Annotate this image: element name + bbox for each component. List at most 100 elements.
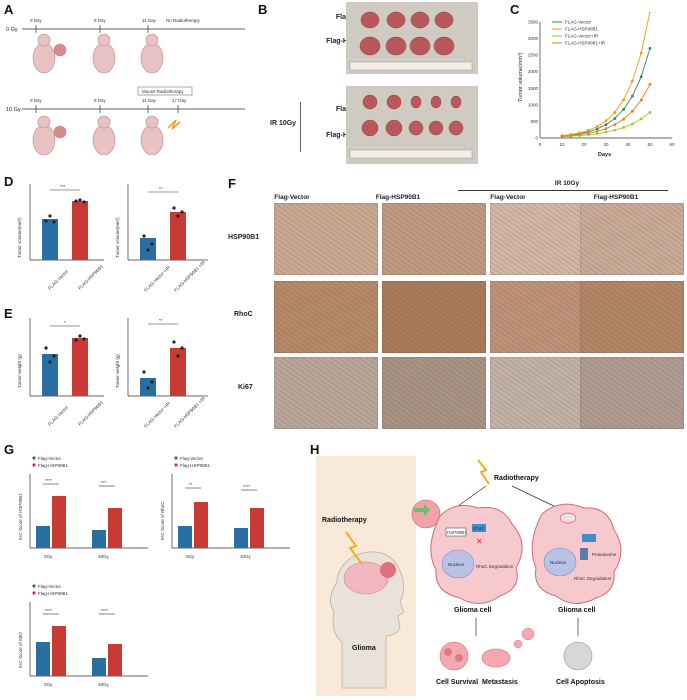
- ihc-tissue-image: [580, 357, 684, 429]
- panel-f-ihc: IR 10Gy Flag-Vector Flag-HSP90B1 Flag-Ve…: [234, 176, 684, 434]
- h-nucleus-right: Nucleus: [550, 560, 567, 565]
- ihc-tissue-image: [274, 203, 378, 275]
- a-row2-day11: 11 Day: [142, 98, 157, 103]
- e-right-cat-vector: FLAG-Vector +IR: [143, 400, 171, 428]
- a-row1-day11: 11 Day: [142, 18, 157, 23]
- c-data-point: [631, 94, 634, 98]
- c-data-point: [639, 98, 643, 102]
- e-right-ylabel: Tumor weight (g): [115, 354, 120, 388]
- g3-sig-1: ****: [101, 608, 108, 613]
- e-left-bar-hsp: [72, 338, 88, 396]
- h-outcome-apoptosis: Cell Apoptosis: [556, 679, 605, 686]
- g1-sig-1: ***: [101, 480, 107, 485]
- ihc-tissue-image: [580, 281, 684, 353]
- panel-letter-b: B: [258, 2, 268, 17]
- lightning-bolt-icon: [477, 459, 490, 485]
- c-legend-label: FLAG-Vector: [565, 20, 592, 25]
- glioma-cell-left-icon: [430, 504, 523, 604]
- g-legend-hsp: Flag-HSP90B1: [38, 463, 69, 468]
- g1-ylabel: IHC Score of HSP90B1: [18, 493, 23, 540]
- f-col-vector-ir: Flag-Vector: [490, 194, 526, 201]
- a-row2-day17: 17 Day: [172, 98, 187, 103]
- c-series-line: [561, 48, 651, 137]
- h-glioma-label: Glioma: [352, 645, 376, 652]
- c-ytick-label: 500: [530, 119, 538, 124]
- c-xtick-label: 10: [559, 142, 565, 147]
- e-right-cat-hsp: FLAG-HSP90B1 +IR: [173, 395, 206, 428]
- ihc-tissue-image: [382, 357, 486, 429]
- a-row2-note: Mouse Radiotherapy: [142, 89, 184, 94]
- b-tumor-photos: [346, 2, 478, 164]
- f-ir-header: IR 10Gy: [554, 180, 580, 187]
- e-left-cat-hsp: FLAG-HSP90B1: [77, 399, 104, 426]
- ihc-tissue-image: [490, 203, 594, 275]
- arrow-right-icon: [414, 504, 430, 516]
- c-ytick-label: 2000: [528, 69, 539, 74]
- ihc-tissue-image: [490, 281, 594, 353]
- c-xtick-label: 50: [647, 142, 653, 147]
- g-legend-vector: Flag-Vector: [38, 456, 62, 461]
- c-data-point: [639, 51, 643, 55]
- c-data-point: [648, 82, 652, 86]
- panel-h-mechanism: Radiotherapy Glioma Radiotherapy Nucleus…: [316, 456, 622, 696]
- c-data-point: [560, 134, 564, 138]
- e-left-sig: *: [64, 320, 66, 325]
- c-xtick-label: 60: [669, 142, 675, 147]
- g1-sig-0: ****: [45, 478, 52, 483]
- c-data-point: [595, 129, 599, 133]
- panel-letter-f: F: [228, 176, 236, 191]
- panel-letter-h: H: [310, 442, 320, 457]
- mouse-icon: [140, 115, 164, 156]
- c-xtick-label: 40: [625, 142, 631, 147]
- g3-ylabel: IHC Score of Ki67: [18, 631, 23, 668]
- a-row2-day0: 0 Day: [30, 98, 43, 103]
- ihc-tissue-image: [490, 357, 594, 429]
- c-ytick-label: 3000: [528, 36, 539, 41]
- c-data-point: [613, 111, 617, 114]
- c-ytick-label: 0: [535, 136, 538, 141]
- d-right-cat-vector: FLAG-Vector +IR: [143, 264, 171, 292]
- nucleus-left-icon: [441, 549, 475, 579]
- c-data-point: [613, 117, 617, 120]
- c-data-point: [622, 107, 625, 111]
- d-left-cat-hsp: FLAG-HSP90B1: [77, 263, 104, 290]
- c-data-point: [604, 127, 608, 130]
- proteasome-icon: [580, 548, 588, 560]
- c-xtick-label: 20: [581, 142, 587, 147]
- a-row1-day9: 9 Day: [94, 18, 107, 23]
- lightning-bolt-icon: [345, 531, 363, 565]
- panel-d-right: Tumor volume(mm³) ** FLAG-Vector +IR FLA…: [115, 184, 208, 293]
- block-cross-icon: ✕: [476, 537, 483, 546]
- panel-e-right: Tumor weight (g) ** FLAG-Vector +IR FLAG…: [115, 318, 208, 429]
- svg-text:Flag-HSP90B1: Flag-HSP90B1: [38, 591, 69, 596]
- h-radiotherapy-top: Radiotherapy: [494, 475, 539, 482]
- a-row2-dose: 10 Gy: [6, 107, 21, 113]
- c-legend-label: FLAG-Vector+IR: [565, 34, 599, 39]
- h-nucleus-left: Nucleus: [448, 562, 465, 567]
- mouse-icon: [140, 33, 164, 74]
- c-data-point: [578, 133, 581, 137]
- d-right-ylabel: Tumor volume(mm³): [115, 217, 120, 258]
- c-data-point: [587, 131, 590, 135]
- e-left-cat-vector: FLAG-Vector: [47, 404, 69, 426]
- b-ir-bracket: [300, 102, 301, 152]
- svg-text:Flag-Vector: Flag-Vector: [180, 456, 204, 461]
- h-rhoc-label: RhoC: [473, 526, 485, 531]
- panel-letter-c: C: [510, 2, 520, 17]
- rhoc-protein-right-icon: [582, 534, 596, 542]
- panel-e-left: Tumor weight (g) * FLAG-Vector FLAG-HSP9…: [17, 318, 104, 427]
- h-proteasome: Proteasome: [592, 552, 617, 557]
- ihc-tissue-image: [580, 203, 684, 275]
- g3-cat-1: 10Gy: [98, 682, 110, 687]
- c-data-point: [639, 117, 643, 121]
- panel-letter-e: E: [4, 306, 13, 321]
- d-right-bar-hsp: [170, 212, 186, 260]
- c-data-point: [569, 134, 573, 138]
- c-data-point: [595, 132, 599, 136]
- panel-g-rhoc: Flag-Vector Flag-HSP90B1 IHC Score of Rh…: [160, 456, 290, 559]
- panel-letter-g: G: [4, 442, 15, 457]
- glioma-cell-right-icon: [531, 503, 622, 604]
- panel-a-timeline: 0 Gy 0 Day 9 Day 11 Day No Radiotherapy …: [6, 18, 245, 156]
- ihc-tissue-image: [382, 203, 486, 275]
- e-right-bar-hsp: [170, 348, 186, 396]
